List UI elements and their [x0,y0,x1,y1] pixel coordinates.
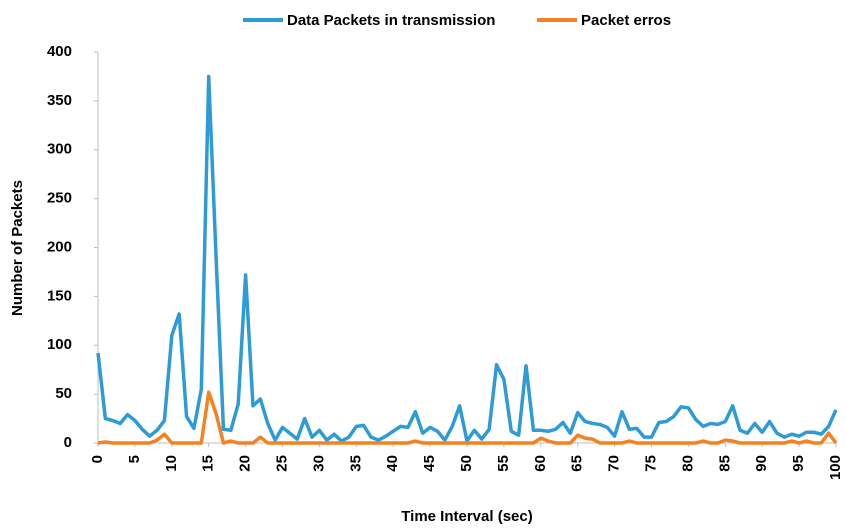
x-tick-label: 25 [273,455,290,472]
legend-label: Data Packets in transmission [287,12,495,29]
x-tick-label: 0 [89,455,106,463]
x-tick-label: 35 [347,455,364,472]
y-tick-label: 100 [47,336,72,353]
y-axis-title: Number of Packets [9,180,26,316]
x-tick-label: 60 [532,455,549,472]
x-tick-label: 65 [569,455,586,472]
y-tick-label: 50 [55,385,72,402]
x-tick-label: 80 [679,455,696,472]
y-tick-label: 0 [64,434,72,451]
y-tick-label: 250 [47,190,72,207]
y-tick-label: 150 [47,287,72,304]
x-tick-label: 75 [642,455,659,472]
x-tick-label: 85 [716,455,733,472]
x-tick-label: 50 [458,455,475,472]
x-tick-label: 5 [126,455,143,463]
x-tick-label: 15 [200,455,217,472]
y-tick-label: 200 [47,238,72,255]
y-tick-label: 350 [47,92,72,109]
x-tick-label: 70 [606,455,623,472]
x-tick-label: 10 [163,455,180,472]
x-tick-label: 30 [310,455,327,472]
x-tick-label: 90 [753,455,770,472]
x-axis-title: Time Interval (sec) [401,508,532,525]
legend-label: Packet erros [581,12,671,29]
y-tick-label: 300 [47,141,72,158]
data-line [96,74,838,443]
x-tick-label: 45 [421,455,438,472]
x-tick-label: 55 [495,455,512,472]
x-tick-label: 95 [790,455,807,472]
x-tick-label: 40 [384,455,401,472]
y-tick-label: 400 [47,43,72,60]
data-line [97,390,838,445]
x-tick-label: 100 [827,455,844,480]
x-tick-label: 20 [237,455,254,472]
